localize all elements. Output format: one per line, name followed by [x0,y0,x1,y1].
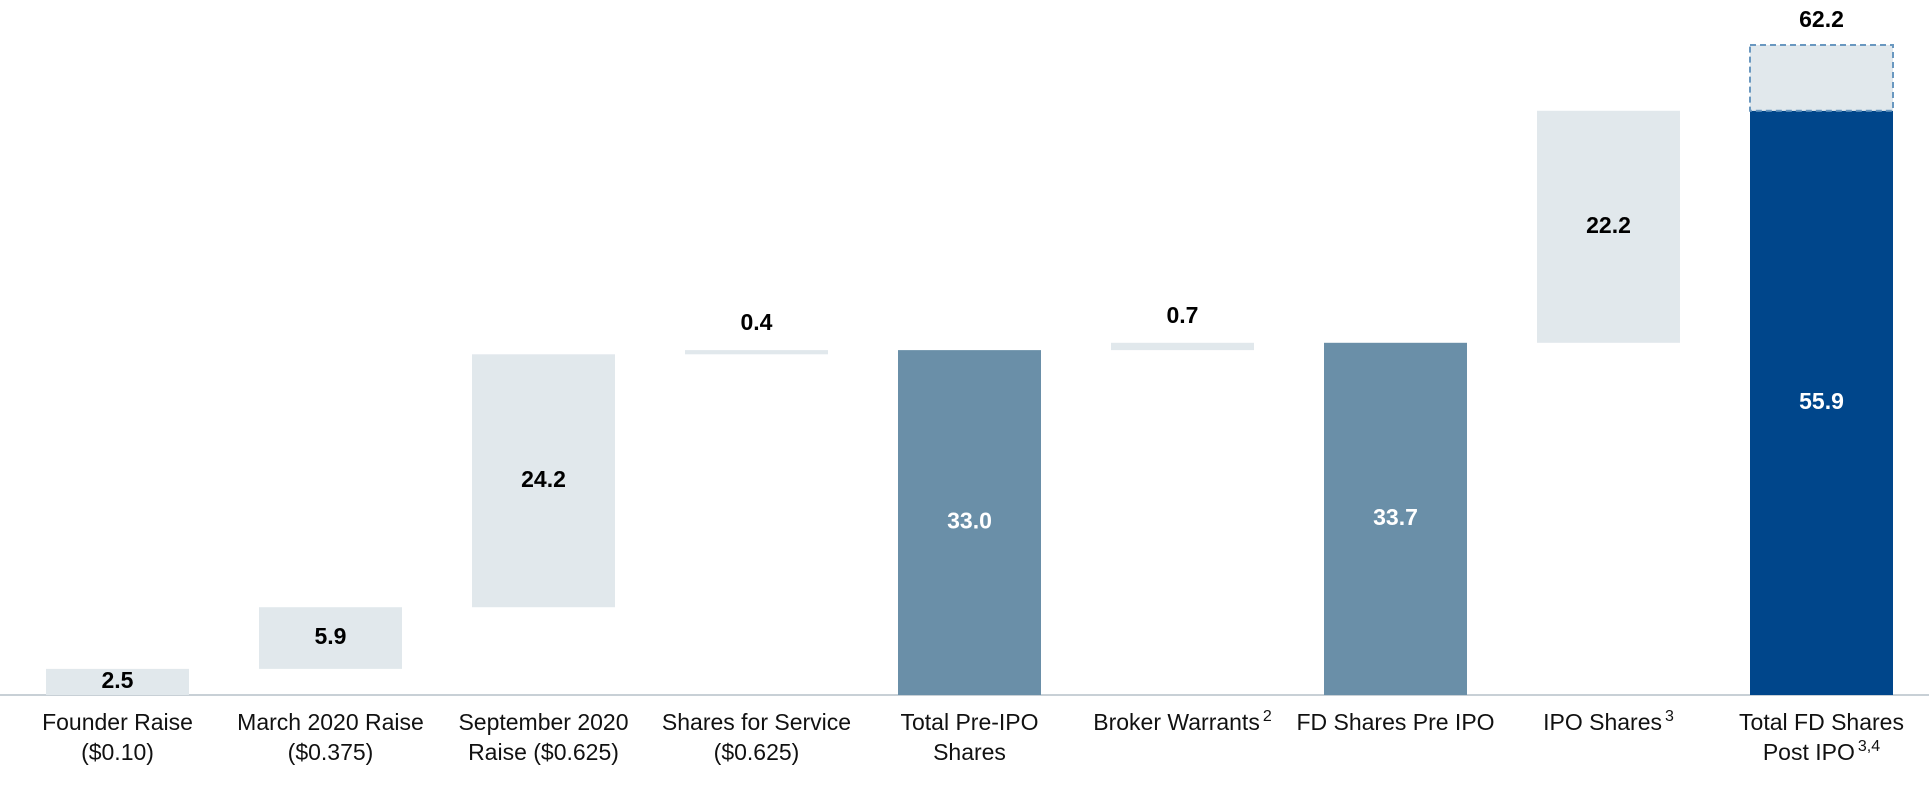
step-bar [46,668,189,695]
value-label: 24.2 [521,466,566,492]
extension-bar [1749,43,1894,112]
category-text: September 2020 Raise ($0.625) [458,709,629,765]
step-bar [685,350,828,355]
x-tick-label: Broker Warrants 2 [1080,707,1285,737]
total-bar [1324,342,1467,695]
category-text: Broker Warrants [1093,709,1260,735]
category-text: IPO Shares [1543,709,1662,735]
total-bar [898,350,1041,695]
extension-label: 62.2 [1799,6,1844,32]
category-text: Total FD Shares Post IPO [1739,709,1904,765]
x-tick-label: March 2020 Raise ($0.375) [228,707,433,767]
value-label: 2.5 [102,667,134,693]
step-bar [259,607,402,669]
x-tick-label: Shares for Service ($0.625) [654,707,859,767]
category-text: March 2020 Raise ($0.375) [237,709,424,765]
category-text: Total Pre-IPO Shares [900,709,1039,765]
x-tick-label: September 2020 Raise ($0.625) [441,707,646,767]
value-label: 0.7 [1167,302,1199,328]
step-bar [1537,110,1680,343]
category-text: Founder Raise ($0.10) [42,709,193,765]
step-bar [1111,342,1254,351]
value-label: 33.7 [1373,504,1418,530]
x-tick-label: Total FD Shares Post IPO 3,4 [1719,707,1924,767]
footnote: 2 [1262,708,1272,725]
x-tick-label: FD Shares Pre IPO [1293,707,1498,737]
value-label: 5.9 [315,623,347,649]
x-tick-label: Founder Raise ($0.10) [15,707,220,767]
value-label: 0.4 [741,309,773,335]
value-label: 55.9 [1799,388,1844,414]
x-tick-label: IPO Shares 3 [1506,707,1711,737]
value-label: 33.0 [947,508,992,534]
footnote: 3,4 [1857,738,1881,755]
category-text: FD Shares Pre IPO [1296,709,1495,735]
x-tick-label: Total Pre-IPO Shares [867,707,1072,767]
total-bar [1750,110,1893,695]
step-bar [472,354,615,608]
footnote: 3 [1664,708,1674,725]
value-label: 22.2 [1586,212,1631,238]
category-text: Shares for Service ($0.625) [661,709,852,765]
